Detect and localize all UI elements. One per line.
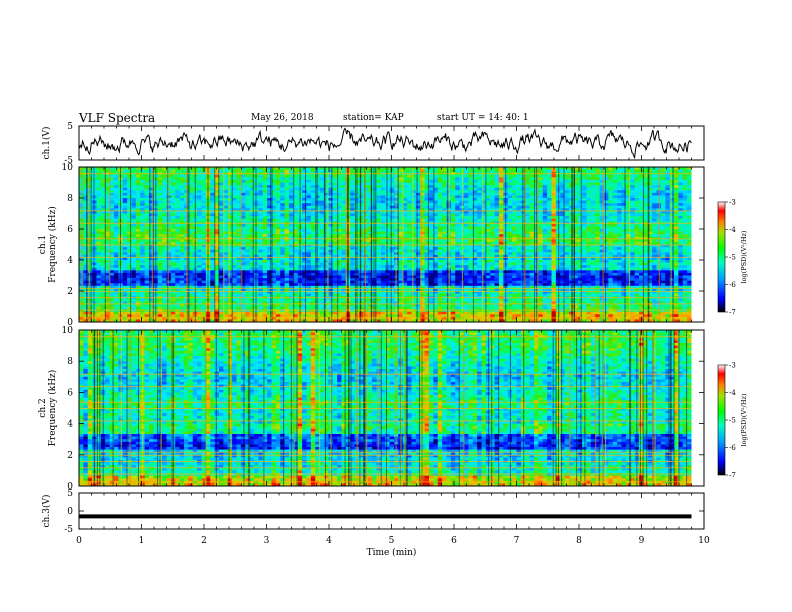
data-gap	[691, 330, 704, 486]
ytick-label: 5	[67, 489, 73, 499]
ytick-label: 0	[67, 482, 73, 492]
colorbar-tick: -5	[729, 254, 736, 262]
ytick-label: 5	[67, 122, 73, 132]
colorbar-tick: -6	[729, 281, 736, 289]
ylabel: ch.1	[38, 235, 48, 254]
colorbar-tick: -7	[729, 472, 736, 480]
xtick-label: 8	[576, 536, 582, 546]
colorbar-tick: -3	[729, 199, 736, 207]
xtick-label: 2	[201, 536, 207, 546]
ytick-label: 4	[67, 420, 73, 430]
xtick-label: 10	[698, 536, 710, 546]
spectrogram-ch1	[79, 167, 704, 323]
ylabel: Frequency (kHz)	[47, 370, 58, 447]
spectrogram-ch2	[79, 330, 704, 487]
colorbar-tick: -7	[729, 309, 736, 317]
figure-title: VLF Spectra	[79, 111, 156, 125]
colorbar-tick: -6	[729, 444, 736, 452]
xtick-label: 0	[76, 536, 82, 546]
ylabel: ch.2	[38, 398, 48, 417]
xtick-label: 5	[389, 536, 395, 546]
ylabel: ch.3(V)	[41, 495, 52, 528]
ylabel: Frequency (kHz)	[47, 206, 58, 283]
station-label: station= KAP	[343, 113, 404, 123]
colorbar-tick: -4	[729, 226, 736, 234]
colorbar-label: log(PSD)(V²/Hz)	[740, 230, 748, 283]
xtick-label: 7	[514, 536, 520, 546]
ytick-label: -5	[64, 156, 73, 166]
xtick-label: 3	[264, 536, 270, 546]
ytick-label: 6	[67, 225, 73, 235]
ytick-label: 2	[67, 287, 73, 297]
xtick-label: 4	[326, 536, 332, 546]
date-label: May 26, 2018	[251, 113, 314, 123]
colorbar-ch2	[717, 364, 726, 476]
colorbar-tick: -5	[729, 417, 736, 425]
xaxis-label: Time (min)	[367, 547, 417, 558]
colorbar-tick: -4	[729, 389, 736, 397]
ch1-waveform-line	[78, 127, 692, 160]
ytick-label: 10	[62, 163, 74, 173]
ytick-label: 8	[67, 194, 73, 204]
ytick-label: 0	[67, 507, 73, 517]
xtick-label: 6	[451, 536, 457, 546]
ylabel: ch.1(V)	[41, 127, 52, 160]
ytick-label: 6	[67, 388, 73, 398]
ytick-label: 10	[62, 326, 74, 336]
ytick-label: 2	[67, 451, 73, 461]
ytick-label: 0	[67, 318, 73, 328]
colorbar-label: log(PSD)(V²/Hz)	[740, 393, 748, 446]
data-gap	[691, 167, 704, 322]
ytick-label: 4	[67, 256, 73, 266]
panel-frame-4	[78, 492, 705, 530]
ytick-label: -5	[64, 525, 73, 535]
colorbar-ch1	[717, 201, 726, 313]
ytick-label: 8	[67, 357, 73, 367]
xtick-label: 9	[639, 536, 645, 546]
xtick-label: 1	[139, 536, 145, 546]
colorbar-tick: -3	[729, 362, 736, 370]
start-time-label: start UT = 14: 40: 1	[437, 113, 529, 123]
